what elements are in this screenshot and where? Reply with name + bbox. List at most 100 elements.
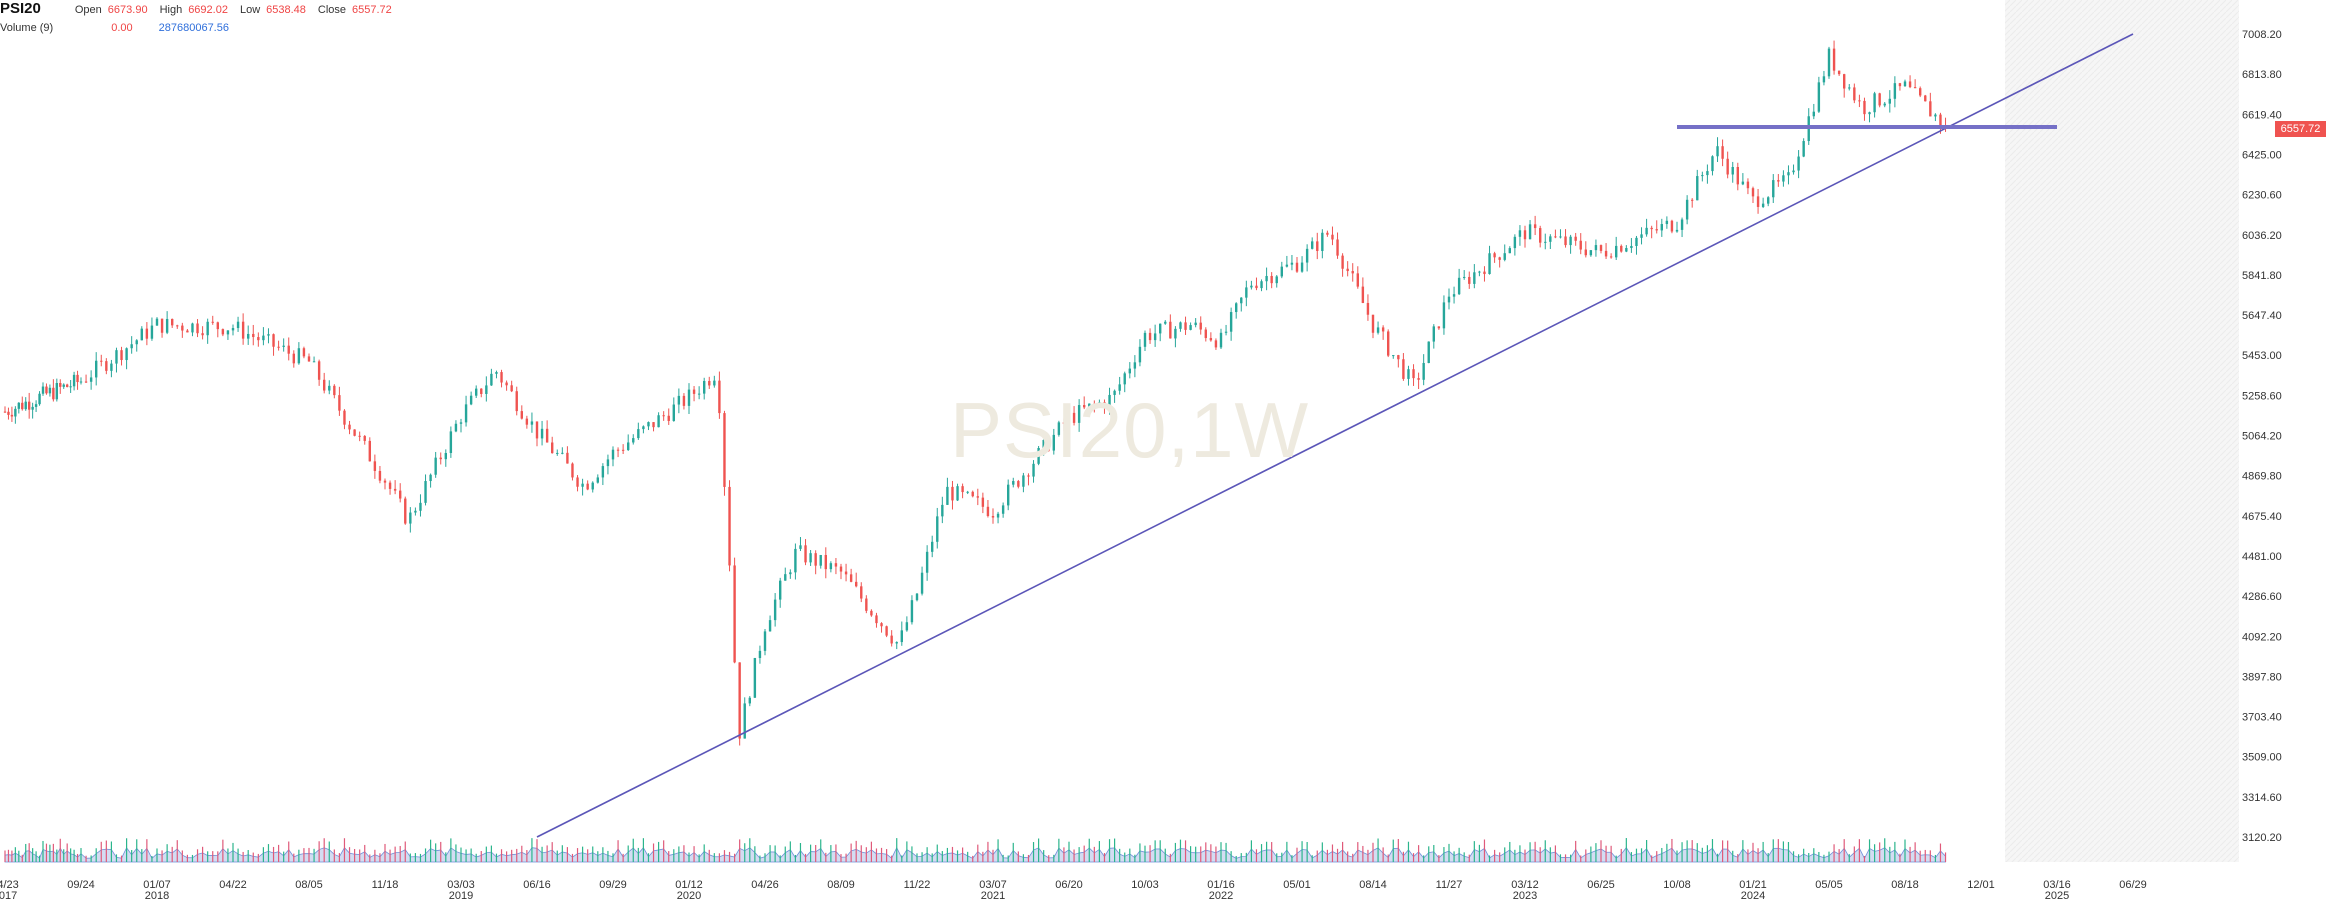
candle-body bbox=[110, 363, 113, 371]
candle-body bbox=[697, 393, 701, 395]
candle-body bbox=[682, 395, 686, 406]
candle-body bbox=[1863, 100, 1866, 115]
candle-body bbox=[1498, 257, 1501, 260]
candle-body bbox=[140, 328, 143, 341]
candle-body bbox=[981, 497, 985, 507]
candle-body bbox=[21, 402, 24, 410]
candle-body bbox=[1908, 81, 1912, 88]
candle-body bbox=[1199, 322, 1202, 330]
candle-body bbox=[338, 395, 341, 411]
time-year-label: 2024 bbox=[1741, 890, 1765, 902]
candle-body bbox=[373, 461, 377, 471]
candle-body bbox=[1468, 276, 1471, 284]
price-tick-label: 4675.40 bbox=[2242, 511, 2282, 523]
candle-body bbox=[231, 328, 235, 331]
candle-body bbox=[282, 345, 285, 347]
candle-body bbox=[632, 438, 635, 443]
time-tick-label: 04/23 bbox=[0, 879, 19, 891]
candle-body bbox=[773, 599, 777, 621]
candle-body bbox=[1027, 475, 1030, 477]
candle-body bbox=[475, 388, 478, 396]
candle-body bbox=[1103, 402, 1106, 408]
candle-body bbox=[687, 389, 691, 406]
candle-body bbox=[753, 658, 757, 698]
candle-body bbox=[1194, 322, 1197, 326]
candle-body bbox=[951, 486, 954, 501]
candle-body bbox=[672, 404, 675, 421]
candle-body bbox=[145, 328, 149, 339]
trendline-drawing bbox=[536, 33, 2134, 838]
candle-body bbox=[393, 488, 397, 491]
candle-body bbox=[1447, 296, 1451, 303]
candle-body bbox=[1159, 323, 1162, 334]
candle-body bbox=[1792, 170, 1795, 173]
volume-value-a: 0.00 bbox=[111, 22, 133, 34]
candle-body bbox=[434, 457, 437, 475]
candle-body bbox=[1427, 341, 1430, 363]
candle-body bbox=[388, 482, 392, 489]
candle-body bbox=[206, 321, 209, 336]
candle-body bbox=[1067, 412, 1071, 424]
time-tick-label: 08/05 bbox=[295, 879, 323, 891]
candle-body bbox=[1316, 241, 1319, 251]
price-tick-label: 3509.00 bbox=[2242, 752, 2282, 764]
price-tick-label: 4481.00 bbox=[2242, 551, 2282, 563]
candle-body bbox=[469, 395, 473, 405]
candle-body bbox=[1270, 275, 1273, 284]
candle-body bbox=[1229, 312, 1233, 332]
time-tick-label: 11/27 bbox=[1436, 879, 1463, 891]
candle-body bbox=[1579, 240, 1582, 250]
candle-body bbox=[211, 321, 214, 323]
candle-body bbox=[571, 463, 574, 478]
candle-body bbox=[1098, 402, 1101, 405]
drawing-layer bbox=[536, 33, 2134, 838]
candle-body bbox=[799, 545, 802, 549]
candle-body bbox=[444, 453, 447, 460]
candle-body bbox=[1245, 287, 1248, 298]
candle-body bbox=[692, 389, 696, 394]
candle-body bbox=[1832, 48, 1836, 71]
candle-body bbox=[1402, 359, 1405, 379]
candle-body bbox=[520, 411, 523, 419]
candle-body bbox=[779, 580, 782, 600]
candle-body bbox=[540, 428, 544, 439]
candle-body bbox=[1143, 332, 1147, 347]
time-tick-label: 05/05 bbox=[1815, 879, 1843, 891]
candle-body bbox=[809, 553, 812, 563]
candle-body bbox=[1189, 325, 1192, 330]
candle-body bbox=[1341, 255, 1344, 269]
candle-body bbox=[353, 429, 356, 436]
candle-body bbox=[1650, 227, 1653, 230]
candle-body bbox=[10, 414, 14, 417]
candle-body bbox=[100, 360, 103, 362]
price-tick-label: 6813.80 bbox=[2242, 69, 2282, 81]
price-tick-label: 3314.60 bbox=[2242, 792, 2282, 804]
time-tick-label: 09/24 bbox=[67, 879, 95, 891]
candle-body bbox=[591, 482, 594, 490]
time-year-label: 2018 bbox=[145, 890, 169, 902]
candle-body bbox=[1574, 236, 1577, 241]
candle-body bbox=[855, 581, 858, 587]
candle-body bbox=[1392, 355, 1395, 357]
candle-body bbox=[662, 415, 665, 417]
candle-body bbox=[1554, 236, 1557, 238]
candle-body bbox=[252, 333, 255, 338]
candle-body bbox=[743, 703, 746, 739]
candle-body bbox=[931, 541, 934, 552]
candle-body bbox=[936, 516, 939, 542]
candle-body bbox=[1655, 229, 1658, 231]
candle-body bbox=[59, 382, 62, 387]
candle-body bbox=[52, 387, 55, 400]
candle-body bbox=[1751, 188, 1755, 197]
candle-body bbox=[1868, 112, 1871, 115]
candle-body bbox=[966, 491, 969, 493]
candle-body bbox=[1503, 253, 1506, 260]
candle-body bbox=[551, 442, 554, 454]
candle-body bbox=[292, 353, 295, 364]
candle-body bbox=[677, 395, 681, 405]
candle-body bbox=[1837, 70, 1841, 75]
candle-body bbox=[586, 483, 589, 490]
candle-body bbox=[1412, 369, 1415, 379]
candle-body bbox=[236, 321, 240, 329]
